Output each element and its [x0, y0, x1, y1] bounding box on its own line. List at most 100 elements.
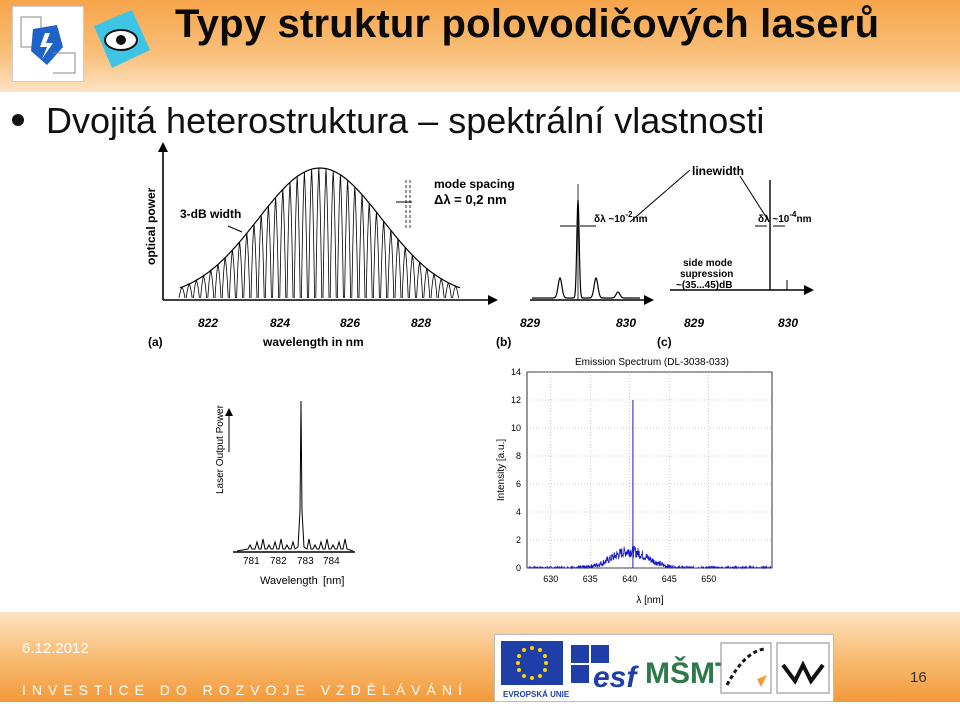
spectral-figure-top: optical power 3-dB width mode spacing Δλ… [144, 142, 814, 349]
panel-a-tick-826: 826 [340, 316, 360, 330]
slide-date: 6.12.2012 [22, 640, 89, 657]
bl-spectrum [236, 400, 354, 552]
panel-a-3db-pointer [227, 225, 243, 233]
bullet-text: Dvojitá heterostruktura – spektrální vla… [46, 100, 765, 140]
panel-c-side-label-2: supression [680, 269, 733, 280]
bl-ylabel: Laser Output Power [215, 404, 226, 494]
panel-a-ylabel: optical power [144, 187, 158, 265]
panel-a-mode-4 [207, 268, 215, 299]
chart-ylabel: Intensity [a.u.] [496, 439, 507, 501]
panel-a-envelope [179, 167, 461, 289]
panel-b-annot: δλ ~10-2nm [594, 210, 648, 225]
panel-a-mode-30 [394, 239, 402, 299]
panel-a-mode-15 [286, 182, 294, 299]
laser-output-figure: Laser Output Power 781 782 783 784 Wavel… [215, 400, 355, 587]
msmt-text: MŠMT [645, 656, 733, 690]
chart-xtick-650: 650 [701, 574, 716, 584]
eye-logo [88, 4, 154, 78]
university-mark-icon [776, 642, 830, 694]
eye-icon [94, 10, 150, 68]
panel-a-label: (a) [148, 335, 163, 349]
panel-a-delta-label: Δλ = 0,2 nm [434, 192, 507, 207]
chart-ytick-12: 12 [511, 395, 521, 405]
panel-a-mode-18 [308, 169, 315, 299]
panel-a-mode-2 [193, 279, 200, 299]
panel-a-mode-0 [178, 286, 186, 299]
panel-c-label: (c) [657, 335, 672, 349]
panel-b-spectrum [532, 199, 640, 299]
bullet-dot-icon [12, 114, 24, 126]
slide-title: Typy struktur polovodičových laserů [175, 2, 880, 46]
panel-b-tick-830: 830 [616, 316, 636, 330]
panel-a-mode-37 [445, 281, 452, 299]
chart-ytick-8: 8 [516, 451, 521, 461]
header-bar: Typy struktur polovodičových laserů [0, 0, 960, 92]
chart-ytick-6: 6 [516, 479, 521, 489]
panel-a-mode-1 [185, 283, 193, 299]
panel-a-mode-38 [452, 285, 459, 299]
chart-title: Emission Spectrum (DL-3038-033) [575, 357, 729, 368]
esf-logo: esf [571, 645, 639, 694]
footer-slogan: INVESTICE DO ROZVOJE VZDĚLÁVÁNÍ [22, 682, 468, 698]
chart-series-line [526, 545, 772, 570]
panel-a-modes [178, 167, 459, 299]
panel-a-mode-22 [337, 174, 344, 299]
panel-b-x-arrow-icon [644, 295, 654, 305]
bl-xunit: [nm] [323, 575, 344, 587]
op-vk-logo [720, 642, 772, 694]
panel-a-mode-28 [380, 221, 387, 299]
panel-c-linewidth-label: linewidth [692, 164, 744, 178]
shield-bolt-icon [17, 11, 79, 77]
panel-a-mode-17 [301, 172, 308, 299]
esf-text: esf [593, 661, 639, 694]
eu-flag-icon [501, 641, 563, 685]
chart-ytick-2: 2 [516, 535, 521, 545]
page-number: 16 [910, 669, 927, 686]
panel-a-mode-19 [315, 167, 323, 299]
panel-c-annot: δλ ~10-4nm [758, 210, 812, 225]
panel-a-mode-27 [373, 211, 380, 299]
footer-bar: 6.12.2012 INVESTICE DO ROZVOJE VZDĚLÁVÁN… [0, 612, 960, 702]
chart-xlabel: λ [nm] [636, 595, 663, 606]
panel-a-mode-5 [214, 264, 222, 299]
panel-a-mode-13 [272, 197, 279, 299]
panel-b-label: (b) [496, 335, 511, 349]
panel-c-linewidth-pointer-c [739, 175, 769, 221]
chart-xtick-645: 645 [662, 574, 677, 584]
chart-ytick-4: 4 [516, 507, 521, 517]
panel-c-side-label-1: side mode [683, 258, 733, 269]
panel-a-mode-26 [365, 203, 373, 299]
university-logo [12, 6, 84, 82]
chart-xtick-635: 635 [583, 574, 598, 584]
panel-a-mode-16 [293, 176, 301, 299]
panel-a-mode-10 [250, 224, 258, 299]
chart-y-ticks: 0 2 4 6 8 10 12 14 [511, 367, 521, 573]
bl-tick-782: 782 [270, 556, 287, 567]
bl-y-arrow-icon [225, 408, 233, 416]
bl-xlabel: Wavelength [260, 575, 318, 587]
panel-c-tick-829: 829 [684, 316, 704, 330]
panel-a-mode-3 [200, 274, 207, 299]
panel-a-mode-29 [387, 230, 395, 299]
panel-a-3db-label: 3-dB width [180, 207, 241, 221]
chart-xtick-630: 630 [543, 574, 558, 584]
panel-c-side-label-3: ~(35...45)dB [676, 280, 732, 291]
chart-plot-area [526, 371, 773, 569]
bl-tick-783: 783 [297, 556, 314, 567]
panel-c-x-arrow-icon [804, 285, 814, 295]
panel-a-mode-9 [243, 233, 251, 299]
panel-a-mode-11 [257, 215, 265, 299]
panel-a-mode-33 [416, 262, 423, 299]
panel-a-mode-35 [430, 272, 438, 299]
panel-a-tick-828: 828 [411, 316, 431, 330]
bl-tick-784: 784 [323, 556, 340, 567]
bl-tick-781: 781 [243, 556, 260, 567]
panel-a-mode-14 [279, 189, 287, 299]
panel-a-mode-25 [358, 194, 366, 299]
panel-a-mode-12 [265, 206, 272, 299]
panel-a-mode-8 [236, 241, 243, 299]
panel-c-linewidth-pointer-b [629, 169, 691, 223]
chart-x-ticks: 630 635 640 645 650 [543, 574, 716, 584]
panel-a-mode-31 [401, 247, 409, 299]
panel-a-tick-824: 824 [270, 316, 290, 330]
